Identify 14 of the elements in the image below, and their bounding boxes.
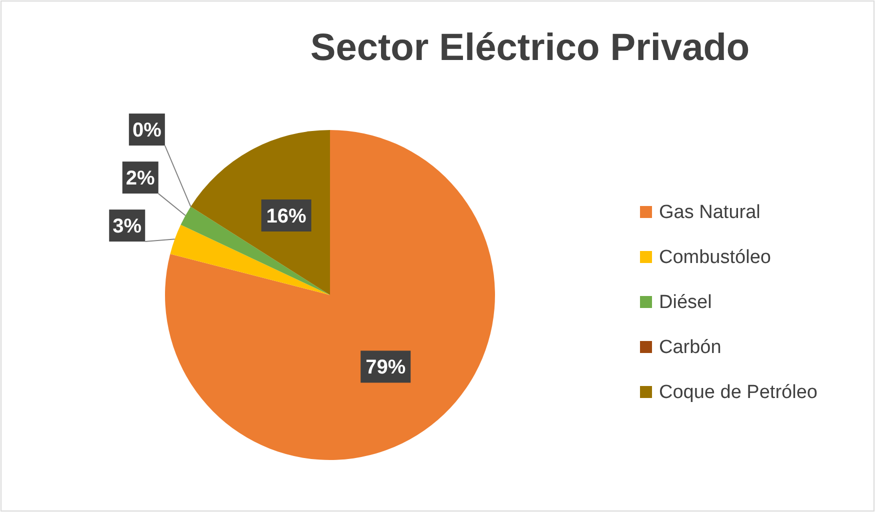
- chart-title: Sector Eléctrico Privado: [310, 27, 750, 69]
- legend-label: Diésel: [659, 292, 712, 313]
- data-label: 2%: [126, 168, 156, 190]
- legend-label: Gas Natural: [659, 202, 760, 223]
- pie-slice: [165, 130, 495, 460]
- legend-label: Combustóleo: [659, 247, 771, 268]
- pie-slice: [170, 224, 330, 295]
- data-label: 16%: [266, 205, 307, 228]
- data-label: 79%: [366, 356, 406, 379]
- legend-label: Carbón: [659, 337, 722, 358]
- text: 0%: [132, 120, 162, 142]
- data-label: 3%: [112, 216, 142, 238]
- pie-slice: [180, 206, 330, 295]
- legend-label: Coque de Petróleo: [659, 382, 818, 403]
